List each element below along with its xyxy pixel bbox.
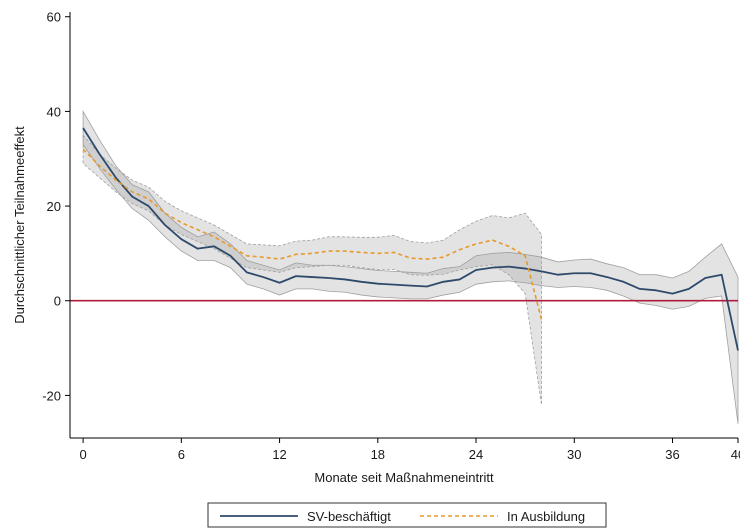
x-tick-label: 12 (272, 447, 286, 462)
y-tick-label: -20 (42, 388, 61, 403)
axes: -20 0 20 40 60 0 6 12 18 24 30 36 40 (42, 10, 740, 462)
confidence-band-sv-beschaeftigt (82, 109, 739, 424)
x-tick-label: 40 (731, 447, 740, 462)
series-lines (82, 127, 739, 351)
legend-label-sv-beschaeftigt: SV-beschäftigt (307, 509, 391, 524)
legend-box (207, 502, 607, 528)
y-tick-label: 40 (47, 104, 61, 119)
x-tick-label: 36 (665, 447, 679, 462)
y-tick-label: 20 (47, 199, 61, 214)
x-tick-label: 24 (469, 447, 483, 462)
x-tick-label: 30 (567, 447, 581, 462)
x-tick-label: 18 (371, 447, 385, 462)
y-axis-label: Durchschnittlicher Teilnahmeeffekt (12, 126, 27, 324)
x-tick-label: 0 (79, 447, 86, 462)
y-tick-label: 60 (47, 10, 61, 25)
confidence-band-in-ausbildung (82, 133, 542, 405)
x-tick-label: 6 (178, 447, 185, 462)
legend: SV-beschäftigt In Ausbildung (207, 502, 607, 528)
y-tick-label: 0 (54, 294, 61, 309)
confidence-bands (82, 109, 739, 424)
legend-label-in-ausbildung: In Ausbildung (507, 509, 585, 524)
series-line-sv-beschaeftigt (82, 127, 739, 351)
x-axis-label: Monate seit Maßnahmeneintritt (314, 470, 494, 485)
